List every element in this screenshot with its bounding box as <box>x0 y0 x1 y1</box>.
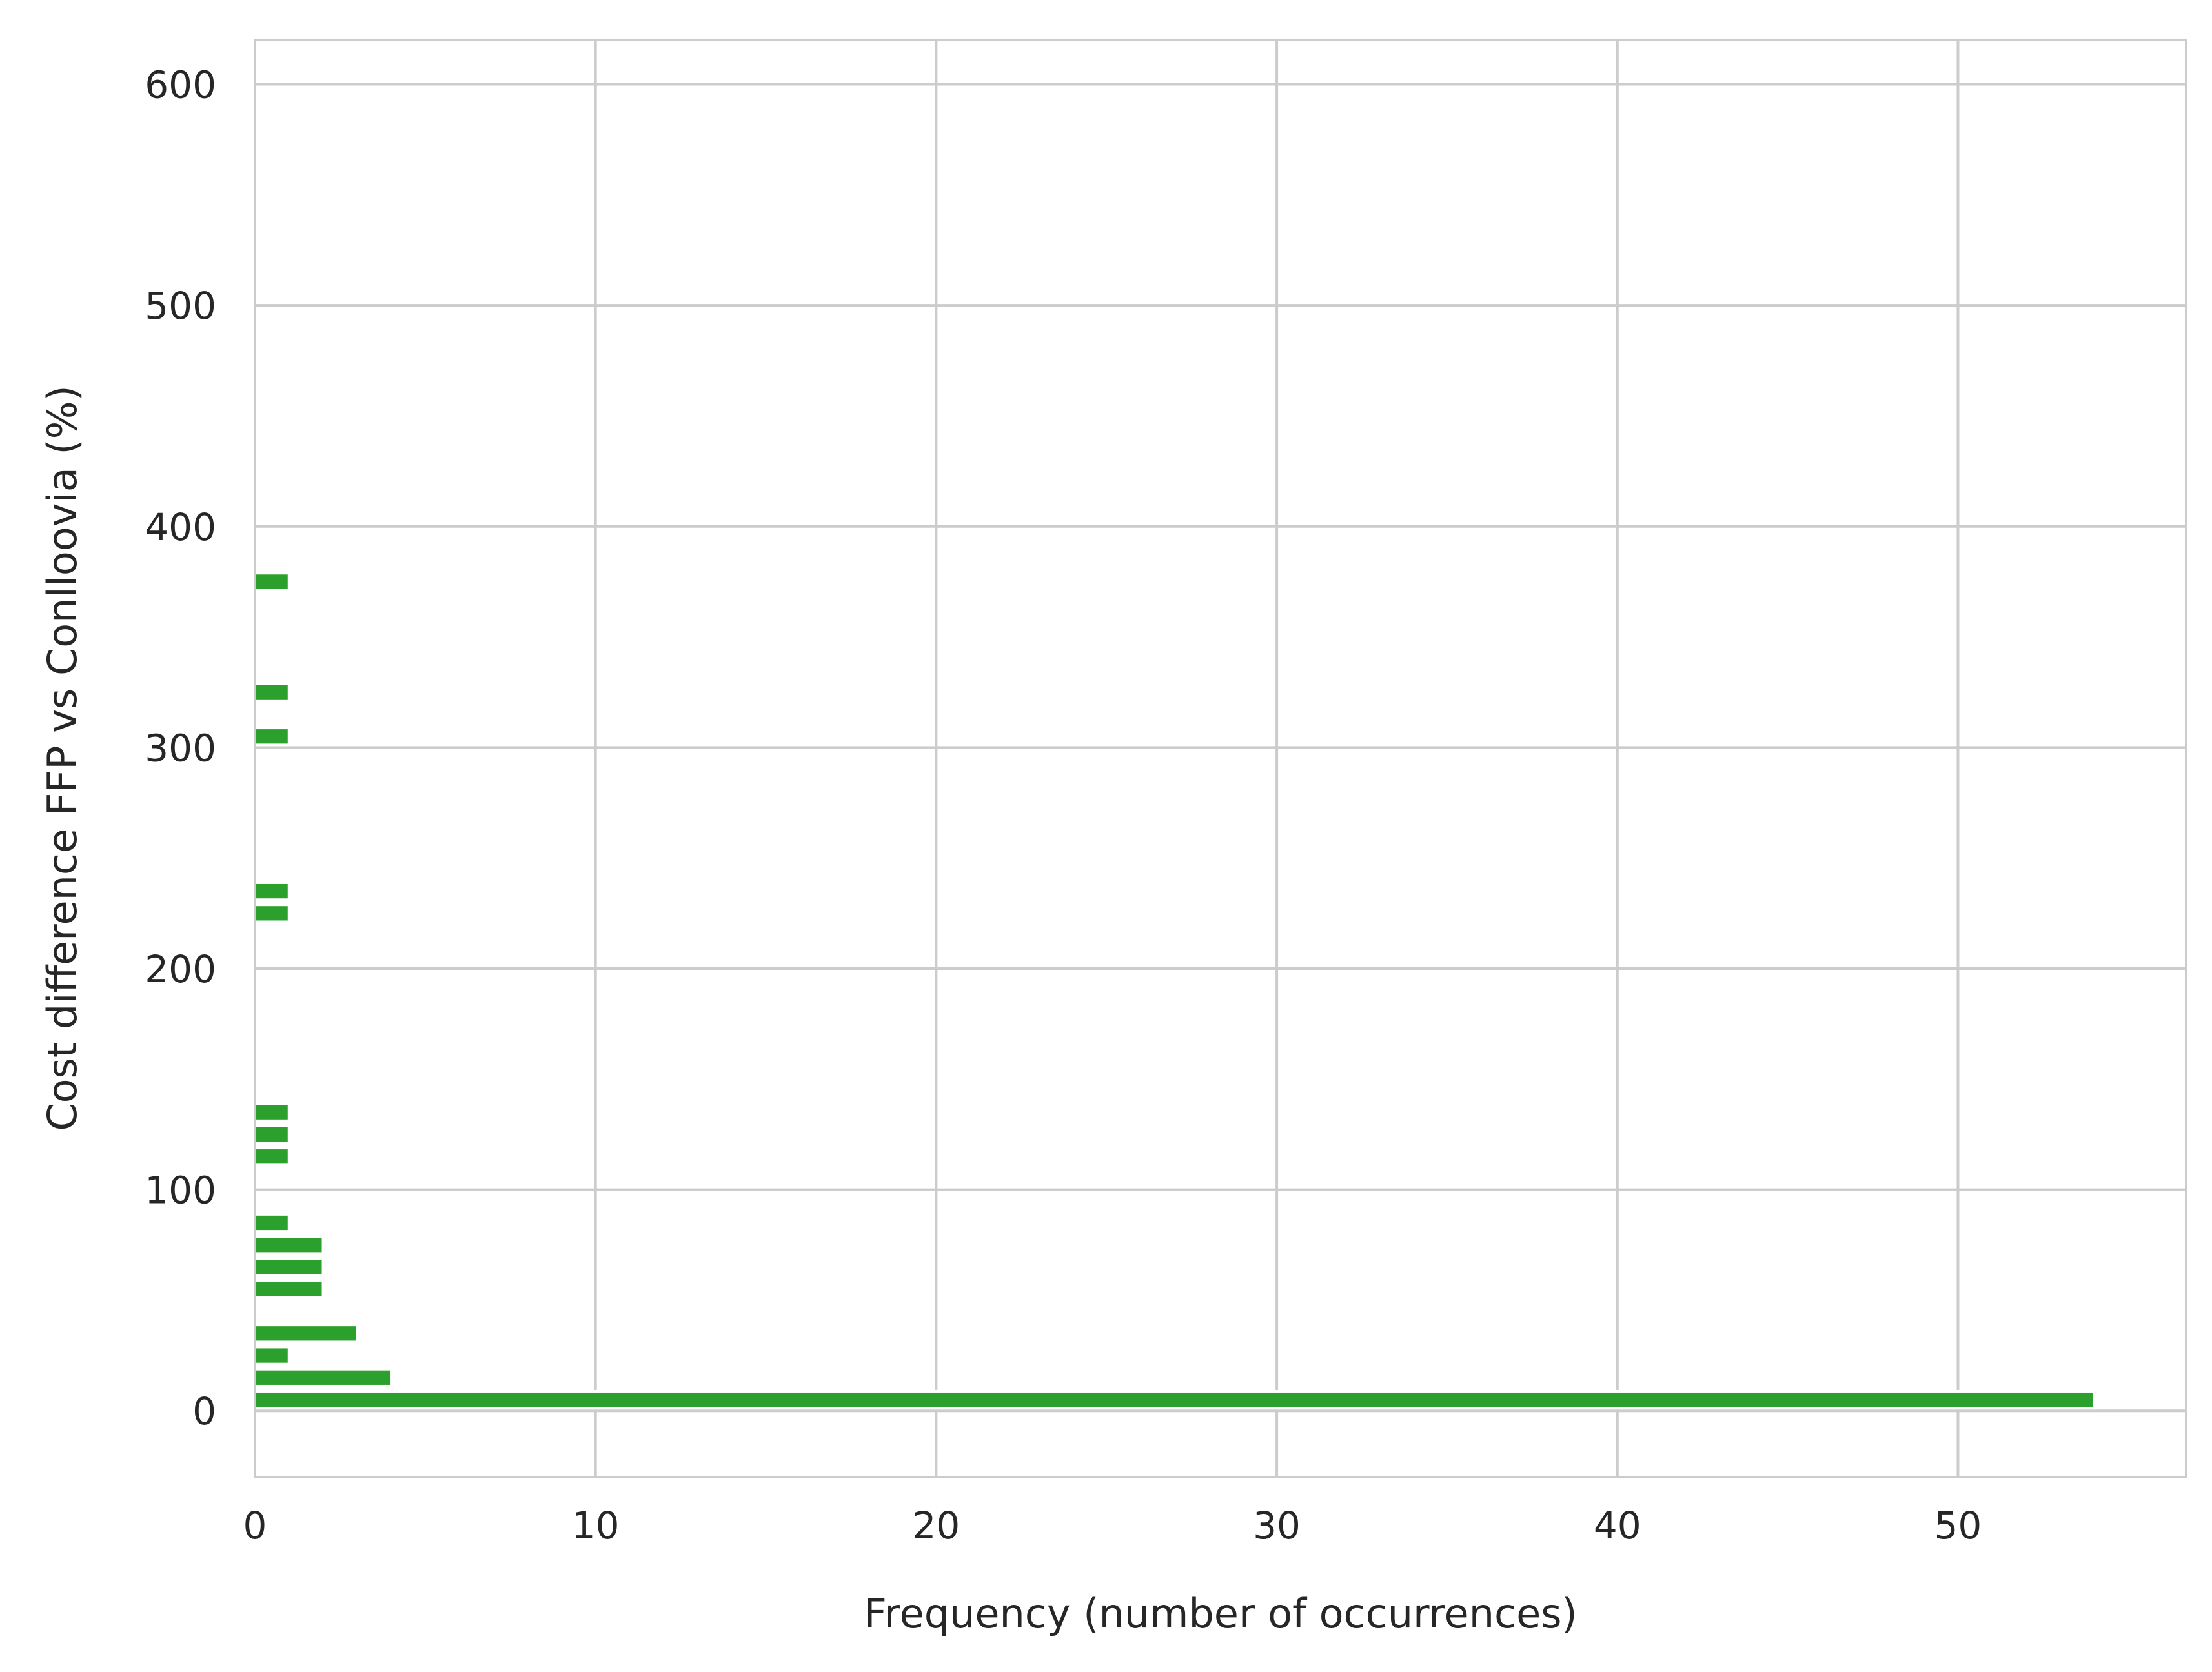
y-tick-label: 0 <box>192 1389 216 1433</box>
x-tick-label: 30 <box>1253 1504 1301 1547</box>
x-tick-label: 20 <box>912 1504 960 1547</box>
plot-frame <box>254 39 2187 1478</box>
histogram-bar <box>254 881 290 901</box>
y-tick-label: 200 <box>145 947 216 991</box>
histogram-bar <box>254 1345 290 1365</box>
histogram-bar <box>254 1147 290 1167</box>
x-tick-label: 10 <box>572 1504 620 1547</box>
histogram-bar <box>254 1389 2096 1410</box>
histogram-bar <box>254 1102 290 1122</box>
histogram-bar <box>254 1213 290 1233</box>
x-tick-label: 40 <box>1594 1504 1641 1547</box>
histogram-bar <box>254 1235 325 1255</box>
x-axis-label: Frequency (number of occurrences) <box>864 1590 1577 1637</box>
y-gridlines <box>255 83 2186 1413</box>
x-tick-label: 50 <box>1934 1504 1982 1547</box>
histogram-bar <box>254 1124 290 1145</box>
histogram-bar <box>254 682 290 702</box>
histogram-bar <box>254 903 290 923</box>
histogram-bar <box>254 727 290 747</box>
histogram-bar <box>254 1324 359 1344</box>
y-tick-labels: 0 100 200 300 400 500 600 <box>145 63 216 1434</box>
histogram-bar <box>254 1257 325 1277</box>
y-tick-label: 300 <box>145 726 216 770</box>
x-tick-label: 0 <box>243 1504 267 1547</box>
y-tick-label: 400 <box>145 505 216 549</box>
y-tick-label: 100 <box>145 1169 216 1213</box>
y-axis-label: Cost difference FFP vs Conlloovia (%) <box>39 385 86 1131</box>
bars <box>254 572 2096 1410</box>
histogram-bar <box>254 1279 325 1299</box>
histogram-bar <box>254 1367 393 1387</box>
y-tick-label: 500 <box>145 284 216 328</box>
y-tick-label: 600 <box>145 63 216 107</box>
plot-background <box>255 40 2186 1477</box>
histogram-bar <box>254 572 290 592</box>
x-tick-labels: 0 10 20 30 40 50 <box>243 1504 1982 1547</box>
